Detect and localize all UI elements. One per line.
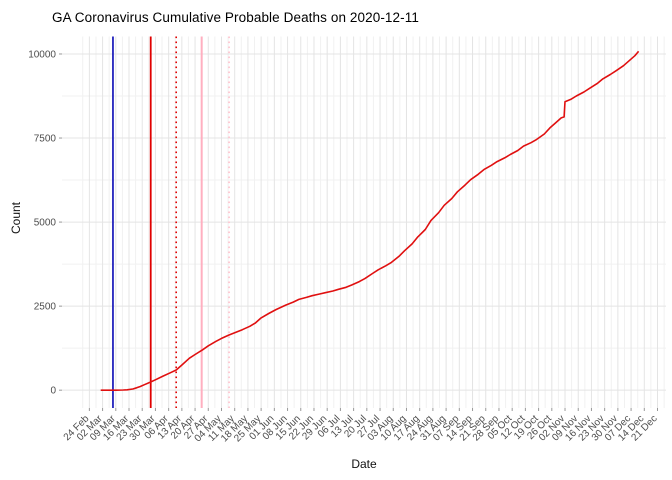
y-axis-title: Count	[9, 201, 23, 235]
series-cumulative-probable-deaths	[100, 50, 640, 392]
y-tick-label: 5000	[34, 218, 57, 229]
y-tick-labels: 0 2500 5000 7500 10000	[28, 49, 56, 396]
major-gridlines	[62, 36, 666, 408]
y-tick-label: 2500	[34, 302, 57, 313]
chart-title: GA Coronavirus Cumulative Probable Death…	[52, 10, 419, 25]
y-tick-label: 0	[50, 386, 56, 397]
x-axis-title: Date	[351, 457, 377, 471]
event-vlines	[112, 36, 230, 408]
axis-tick-marks	[59, 53, 659, 411]
y-tick-label: 10000	[28, 49, 56, 60]
y-tick-label: 7500	[34, 134, 57, 145]
